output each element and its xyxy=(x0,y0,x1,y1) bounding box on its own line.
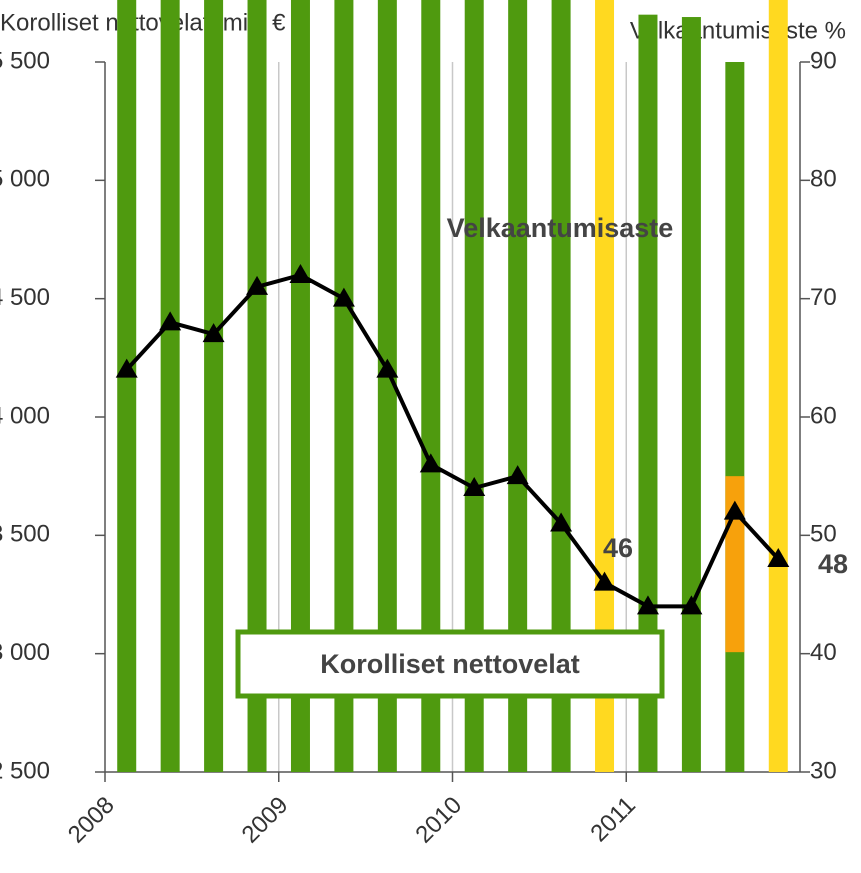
x-tick-label: 2010 xyxy=(410,792,467,849)
y2-tick-label: 40 xyxy=(810,639,837,666)
line-marker xyxy=(723,500,746,520)
y2-tick-label: 70 xyxy=(810,284,837,311)
bar xyxy=(421,0,441,773)
bar xyxy=(508,0,528,773)
y2-tick-label: 30 xyxy=(810,757,837,784)
bar xyxy=(204,0,224,772)
y2-tick-label: 60 xyxy=(810,402,837,429)
legend-label: Korolliset nettovelat xyxy=(320,649,580,679)
line-marker xyxy=(246,275,269,295)
x-tick-label: 2011 xyxy=(585,792,641,848)
bar xyxy=(681,17,701,773)
bar xyxy=(117,0,137,772)
y2-tick-label: 80 xyxy=(810,166,837,193)
line-marker xyxy=(159,311,182,331)
line-marker xyxy=(115,358,138,378)
y2-tick-label: 50 xyxy=(810,521,837,548)
y-tick-label: 5 500 xyxy=(0,47,50,74)
y-tick-label: 4 000 xyxy=(0,402,50,429)
bar xyxy=(725,62,745,772)
line-marker xyxy=(593,571,616,591)
line-marker xyxy=(680,595,703,615)
line-marker xyxy=(332,287,355,307)
line xyxy=(125,273,780,609)
legend-box xyxy=(235,629,665,699)
bar xyxy=(768,0,788,772)
line-marker xyxy=(463,477,486,496)
bar xyxy=(638,14,658,772)
x-tick-label: 2008 xyxy=(63,792,120,849)
line-marker xyxy=(636,595,659,615)
bar xyxy=(334,0,354,772)
data-label: 48 xyxy=(818,549,848,579)
line-marker xyxy=(289,264,312,283)
bar xyxy=(160,0,180,773)
y-tick-label: 3 500 xyxy=(0,521,50,548)
x-tick-label: 2009 xyxy=(237,792,294,849)
y2-axis-title: Velkaantumisaste % xyxy=(630,17,846,44)
bar xyxy=(247,0,267,773)
line-marker xyxy=(419,453,442,473)
data-label: 46 xyxy=(603,533,633,563)
line-marker xyxy=(550,512,573,532)
y-tick-label: 3 000 xyxy=(0,639,50,666)
line-marker xyxy=(767,548,790,567)
bar xyxy=(464,0,484,772)
line-marker xyxy=(376,358,399,378)
y-tick-label: 5 000 xyxy=(0,166,50,193)
y-tick-label: 4 500 xyxy=(0,284,50,311)
y2-tick-label: 90 xyxy=(810,47,837,74)
bar xyxy=(377,0,397,773)
y-axis-title: Korolliset nettovelat, milj. € xyxy=(0,9,286,36)
line-label: Velkaantumisaste xyxy=(447,213,674,243)
bar xyxy=(290,0,310,773)
line-marker xyxy=(202,323,225,343)
line-marker xyxy=(506,465,529,485)
y-tick-label: 2 500 xyxy=(0,757,50,784)
bar xyxy=(551,0,571,773)
